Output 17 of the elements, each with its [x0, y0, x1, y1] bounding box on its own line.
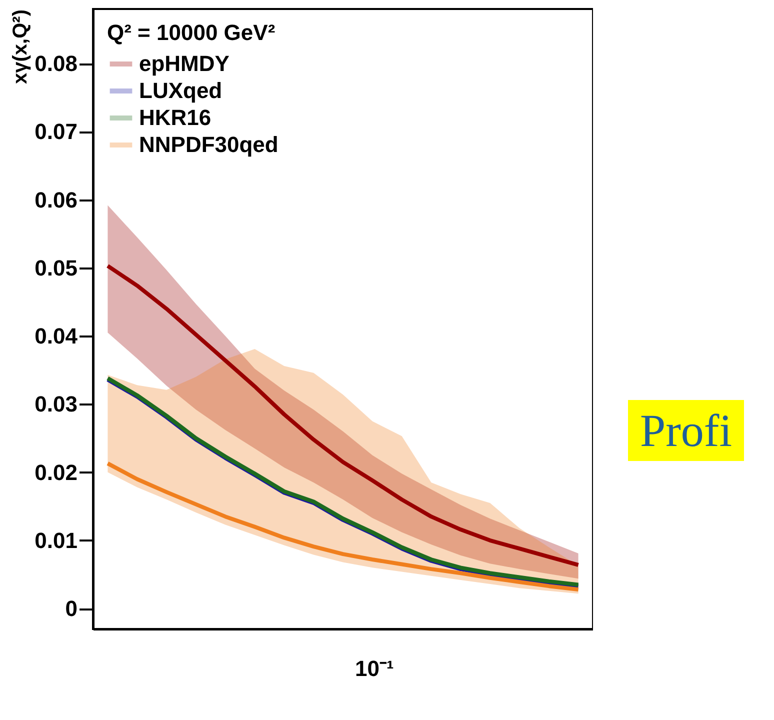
y-tick-label: 0.01	[34, 528, 78, 553]
y-tick-label: 0.04	[34, 324, 78, 349]
legend-label: LUXqed	[139, 78, 222, 103]
legend-title: Q² = 10000 GeV²	[107, 20, 276, 45]
text: Profi	[628, 400, 744, 461]
y-tick-label: 0.06	[34, 187, 78, 212]
text: 10⁻¹	[355, 655, 394, 682]
y-tick-label: 0.08	[34, 51, 78, 76]
legend-label: epHMDY	[139, 51, 230, 76]
legend-label: NNPDF30qed	[139, 132, 278, 157]
y-tick-label: 0.02	[34, 460, 78, 485]
y-tick-label: 0	[65, 596, 78, 622]
y-tick-label: 0.05	[34, 255, 78, 280]
y-tick-label: 0.07	[34, 119, 78, 144]
y-axis-title: xγ(x,Q²)	[10, 10, 32, 84]
y-tick-label: 0.03	[34, 392, 78, 417]
legend-label: HKR16	[139, 105, 212, 130]
